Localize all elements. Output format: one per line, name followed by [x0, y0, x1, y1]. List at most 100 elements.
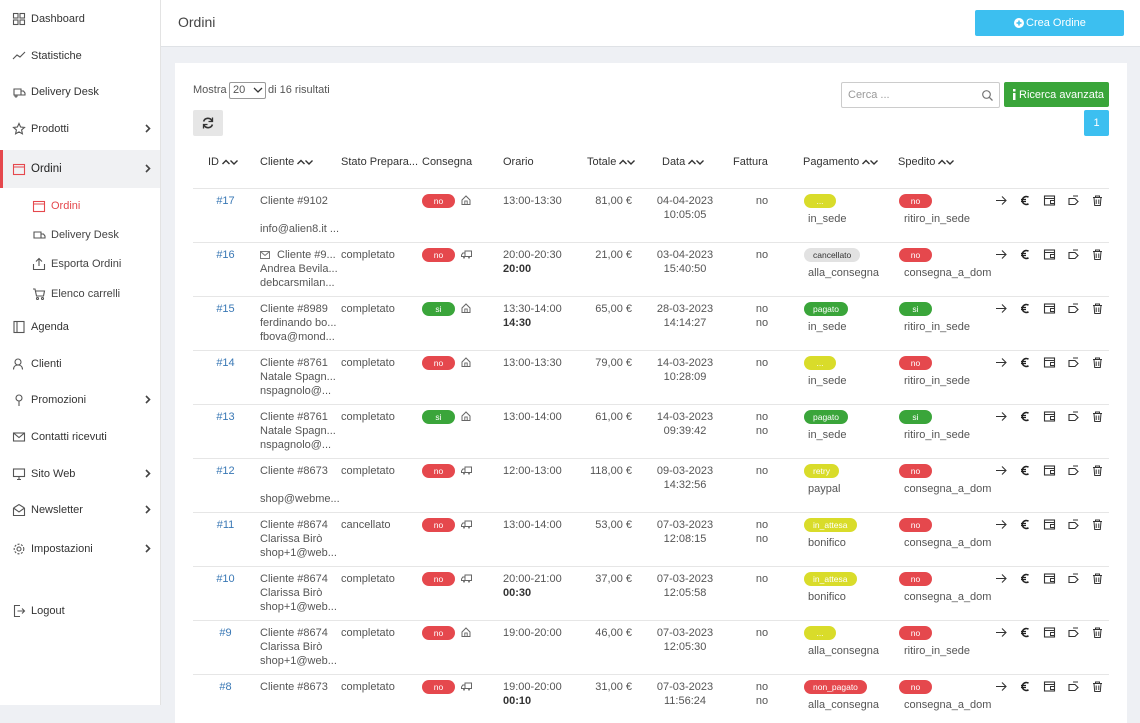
open-action[interactable] — [996, 195, 1007, 206]
submenu-item[interactable]: Ordini — [0, 196, 160, 216]
sidebar-item[interactable]: Ordini — [0, 159, 160, 179]
invoice-action[interactable] — [1044, 465, 1055, 476]
order-id[interactable]: #12 — [193, 464, 258, 478]
delete-action[interactable] — [1092, 465, 1103, 476]
invoice-action[interactable] — [1044, 357, 1055, 368]
ship-action[interactable] — [1068, 303, 1079, 314]
invoice-action[interactable] — [1044, 303, 1055, 314]
refresh-button[interactable] — [193, 110, 223, 136]
payment-action[interactable] — [1020, 465, 1031, 476]
sidebar-item[interactable]: Newsletter — [0, 500, 160, 520]
payment-action[interactable] — [1020, 411, 1031, 422]
delete-action[interactable] — [1092, 573, 1103, 584]
delete-action[interactable] — [1092, 195, 1103, 206]
payment-action[interactable] — [1020, 519, 1031, 530]
ship-action[interactable] — [1068, 465, 1079, 476]
order-id[interactable]: #11 — [193, 518, 258, 532]
open-action[interactable] — [996, 249, 1007, 260]
order-id[interactable]: #8 — [193, 680, 258, 694]
ship-action[interactable] — [1068, 357, 1079, 368]
sidebar-item[interactable]: Delivery Desk — [0, 82, 160, 102]
order-id[interactable]: #15 — [193, 302, 258, 316]
open-action[interactable] — [996, 573, 1007, 584]
invoice-action[interactable] — [1044, 411, 1055, 422]
delete-action[interactable] — [1092, 519, 1103, 530]
invoice-action[interactable] — [1044, 681, 1055, 692]
invoice-action[interactable] — [1044, 249, 1055, 260]
column-header[interactable]: Data — [662, 155, 704, 169]
sort-icon[interactable] — [297, 159, 313, 166]
payment-action[interactable] — [1020, 573, 1031, 584]
order-id[interactable]: #14 — [193, 356, 258, 370]
delete-action[interactable] — [1092, 249, 1103, 260]
delete-action[interactable] — [1092, 627, 1103, 638]
payment-action[interactable] — [1020, 627, 1031, 638]
payment-action[interactable] — [1020, 357, 1031, 368]
ship-action[interactable] — [1068, 411, 1079, 422]
sidebar-item[interactable]: Agenda — [0, 317, 160, 337]
order-id[interactable]: #17 — [193, 194, 258, 208]
ship-action[interactable] — [1068, 681, 1079, 692]
payment-action[interactable] — [1020, 195, 1031, 206]
submenu-item[interactable]: Delivery Desk — [0, 225, 160, 245]
sidebar-item[interactable]: Impostazioni — [0, 539, 160, 559]
payment-action[interactable] — [1020, 681, 1031, 692]
sort-icon[interactable] — [938, 159, 954, 166]
sidebar-item[interactable]: Promozioni — [0, 390, 160, 410]
open-action[interactable] — [996, 627, 1007, 638]
sidebar-item[interactable]: Clienti — [0, 354, 160, 374]
customer-line: Cliente #8761 — [260, 356, 328, 370]
delete-action[interactable] — [1092, 681, 1103, 692]
delete-action[interactable] — [1092, 411, 1103, 422]
create-order-button[interactable]: Crea Ordine — [975, 10, 1124, 36]
open-action[interactable] — [996, 357, 1007, 368]
sidebar-item[interactable]: Contatti ricevuti — [0, 427, 160, 447]
sort-icon[interactable] — [619, 159, 635, 166]
logout-item[interactable]: Logout — [0, 601, 160, 621]
advanced-search-button[interactable]: Ricerca avanzata — [1004, 82, 1109, 107]
open-action[interactable] — [996, 519, 1007, 530]
ship-action[interactable] — [1068, 249, 1079, 260]
submenu-item[interactable]: Esporta Ordini — [0, 254, 160, 274]
select-caret — [254, 88, 262, 93]
column-header[interactable]: Pagamento — [803, 155, 878, 169]
order-id[interactable]: #9 — [193, 626, 258, 640]
column-header[interactable]: Spedito — [898, 155, 954, 169]
sidebar-icon — [13, 358, 25, 370]
column-header[interactable]: Totale — [587, 155, 635, 169]
sidebar-item[interactable]: Prodotti — [0, 119, 160, 139]
sidebar-item[interactable]: Statistiche — [0, 46, 160, 66]
page-size-select[interactable]: 20 — [229, 82, 266, 99]
order-id[interactable]: #10 — [193, 572, 258, 586]
sidebar-item[interactable]: Sito Web — [0, 464, 160, 484]
ship-action[interactable] — [1068, 627, 1079, 638]
payment-action[interactable] — [1020, 249, 1031, 260]
sort-icon[interactable] — [222, 159, 238, 166]
invoice-action[interactable] — [1044, 195, 1055, 206]
ship-action[interactable] — [1068, 519, 1079, 530]
delete-action[interactable] — [1092, 357, 1103, 368]
ship-action[interactable] — [1068, 195, 1079, 206]
order-date: 07-03-2023 — [645, 518, 725, 532]
open-action[interactable] — [996, 465, 1007, 476]
sort-icon[interactable] — [688, 159, 704, 166]
order-id[interactable]: #13 — [193, 410, 258, 424]
delete-action[interactable] — [1092, 303, 1103, 314]
column-header[interactable]: Cliente — [260, 155, 313, 169]
search-input[interactable]: Cerca ... — [841, 82, 1000, 108]
open-action[interactable] — [996, 303, 1007, 314]
payment-action[interactable] — [1020, 303, 1031, 314]
order-date: 09-03-2023 — [645, 464, 725, 478]
order-id[interactable]: #16 — [193, 248, 258, 262]
pagination-page[interactable]: 1 — [1084, 110, 1109, 136]
invoice-action[interactable] — [1044, 627, 1055, 638]
invoice-action[interactable] — [1044, 573, 1055, 584]
column-header[interactable]: ID — [208, 155, 238, 169]
sort-icon[interactable] — [862, 159, 878, 166]
open-action[interactable] — [996, 681, 1007, 692]
submenu-item[interactable]: Elenco carrelli — [0, 284, 160, 304]
sidebar-item[interactable]: Dashboard — [0, 9, 160, 29]
invoice-action[interactable] — [1044, 519, 1055, 530]
open-action[interactable] — [996, 411, 1007, 422]
ship-action[interactable] — [1068, 573, 1079, 584]
